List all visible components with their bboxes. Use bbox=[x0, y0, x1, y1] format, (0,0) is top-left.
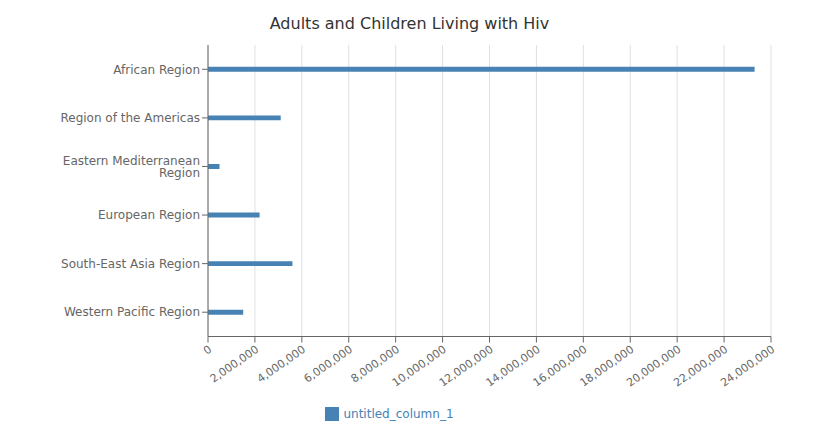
svg-text:14,000,000: 14,000,000 bbox=[483, 342, 543, 390]
svg-text:18,000,000: 18,000,000 bbox=[577, 342, 637, 390]
svg-text:12,000,000: 12,000,000 bbox=[436, 342, 496, 390]
html-text:Adults and Children Living wit: Adults and Children Living with Hiv bbox=[269, 14, 550, 33]
svg-text:Western Pacific Region: Western Pacific Region bbox=[64, 305, 200, 319]
svg-text:24,000,000: 24,000,000 bbox=[718, 343, 777, 390]
svg-text:8,000,000: 8,000,000 bbox=[348, 342, 402, 386]
svg-text:22,000,000: 22,000,000 bbox=[671, 342, 731, 390]
svg-text:6,000,000: 6,000,000 bbox=[302, 343, 355, 386]
svg-text:0: 0 bbox=[201, 343, 214, 358]
svg-text:2,000,000: 2,000,000 bbox=[208, 343, 261, 386]
svg-text:South-East Asia Region: South-East Asia Region bbox=[61, 257, 200, 271]
svg-text:African Region: African Region bbox=[113, 63, 200, 77]
svg-text:Region of the Americas: Region of the Americas bbox=[60, 111, 200, 125]
svg-text:Eastern MediterraneanRegion: Eastern MediterraneanRegion bbox=[63, 154, 200, 180]
svg-text:European Region: European Region bbox=[98, 208, 200, 222]
svg-text:4,000,000: 4,000,000 bbox=[255, 343, 308, 386]
svg-text:16,000,000: 16,000,000 bbox=[530, 342, 590, 390]
svg-text:10,000,000: 10,000,000 bbox=[389, 342, 449, 390]
html-text:untitled_column_1: untitled_column_1 bbox=[343, 406, 454, 421]
svg-text:20,000,000: 20,000,000 bbox=[624, 342, 684, 390]
